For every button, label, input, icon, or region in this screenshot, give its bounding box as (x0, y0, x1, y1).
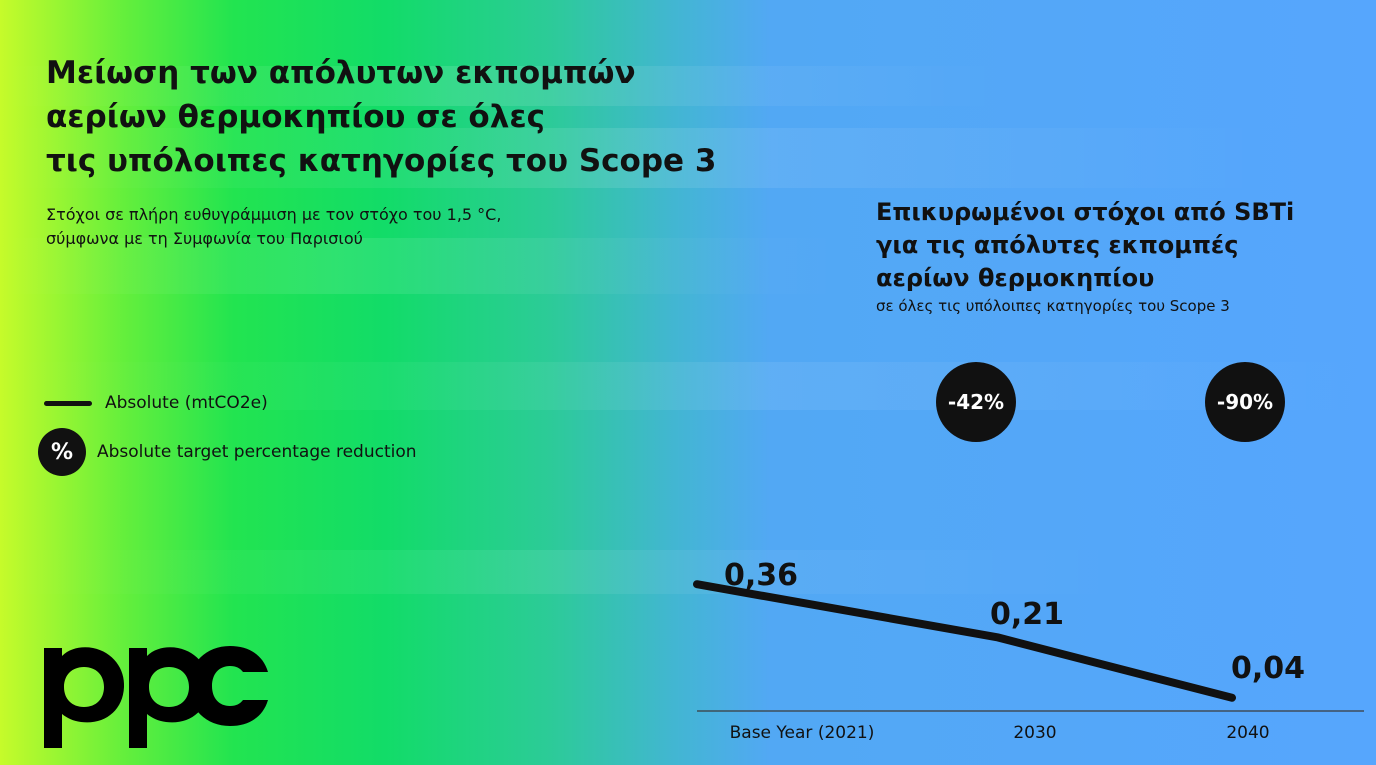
x-tick-label-1: 2030 (1013, 723, 1056, 743)
legend-absolute: Absolute (mtCO2e) (44, 392, 268, 414)
ppc-logo (44, 646, 268, 748)
reduction-badge-0 (936, 362, 1016, 442)
x-tick-label-2: 2040 (1226, 723, 1269, 743)
data-label-0: 0,36 (724, 558, 798, 593)
data-label-2: 0,04 (1231, 651, 1305, 686)
reduction-badge-label-1: -90% (1217, 390, 1273, 414)
data-label-1: 0,21 (990, 597, 1064, 632)
legend-line-swatch (44, 400, 92, 406)
panel-subtitle: σε όλες τις υπόλοιπες κατηγορίες του Sco… (876, 297, 1230, 315)
logo-letter-p-1 (44, 647, 125, 748)
reduction-badge-1 (1205, 362, 1285, 442)
panel-title: Επικυρωμένοι στόχοι από SBTi για τις από… (876, 198, 1295, 292)
chart-plot: 0,36 0,21 0,04 Base Year (2021) 2030 2040 -42%… (693, 362, 1364, 743)
percent-icon: % (38, 428, 86, 476)
legend-percentage: % Absolute target percentage reduction (38, 428, 417, 476)
x-tick-label-0: Base Year (2021) (730, 723, 875, 743)
reduction-badge-label-0: -42% (948, 390, 1004, 414)
legend-line-label: Absolute (mtCO2e) (105, 393, 268, 413)
subtitle: Στόχοι σε πλήρη ευθυγράμμιση με τον στόχ… (46, 205, 502, 248)
series-line (693, 580, 1236, 702)
legend-circle-label: Absolute target percentage reduction (97, 442, 417, 462)
logo-letter-c (189, 646, 268, 726)
main-title: Μείωση των απόλυτων εκπομπών αερίων θερμ… (46, 55, 717, 179)
logo-letter-p-2 (129, 647, 210, 748)
